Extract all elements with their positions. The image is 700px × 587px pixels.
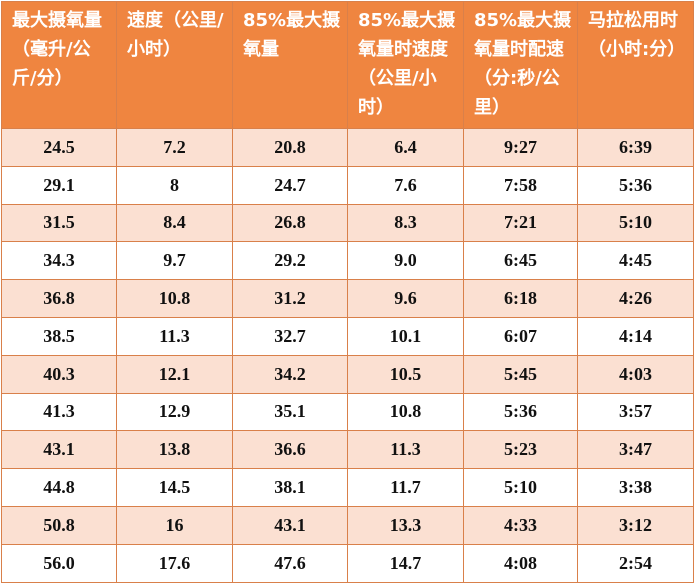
header-speed: 速度（公里/小时） xyxy=(116,1,233,129)
cell-speed: 8 xyxy=(116,165,233,205)
cell-vo2max: 29.1 xyxy=(1,165,117,205)
cell-85-pace: 6:18 xyxy=(463,279,578,318)
cell-85-vo2max: 32.7 xyxy=(232,316,348,356)
cell-85-vo2max: 20.8 xyxy=(232,128,348,167)
cell-marathon-time: 5:36 xyxy=(577,165,694,205)
cell-speed: 13.8 xyxy=(116,430,233,470)
cell-85-speed: 11.3 xyxy=(347,430,464,470)
cell-vo2max: 56.0 xyxy=(1,543,117,583)
cell-85-speed: 10.5 xyxy=(347,354,464,394)
header-vo2max: 最大摄氧量（毫升/公斤/分） xyxy=(1,1,117,129)
cell-marathon-time: 4:26 xyxy=(577,279,694,318)
cell-85-speed: 11.7 xyxy=(347,468,464,507)
cell-vo2max: 41.3 xyxy=(1,392,117,432)
cell-85-speed: 8.3 xyxy=(347,203,464,243)
table-row: 34.3 9.7 29.2 9.0 6:45 4:45 xyxy=(1,241,694,281)
cell-85-pace: 5:23 xyxy=(463,430,578,470)
cell-marathon-time: 6:39 xyxy=(577,128,694,167)
cell-marathon-time: 5:10 xyxy=(577,203,694,243)
cell-85-vo2max: 43.1 xyxy=(232,505,348,545)
cell-marathon-time: 4:03 xyxy=(577,354,694,394)
cell-85-vo2max: 36.6 xyxy=(232,430,348,470)
cell-speed: 9.7 xyxy=(116,241,233,281)
cell-vo2max: 44.8 xyxy=(1,468,117,507)
table-row: 29.1 8 24.7 7.6 7:58 5:36 xyxy=(1,165,694,205)
table-row: 31.5 8.4 26.8 8.3 7:21 5:10 xyxy=(1,203,694,243)
cell-85-pace: 7:58 xyxy=(463,165,578,205)
cell-vo2max: 43.1 xyxy=(1,430,117,470)
cell-speed: 8.4 xyxy=(116,203,233,243)
cell-85-vo2max: 35.1 xyxy=(232,392,348,432)
cell-85-speed: 10.8 xyxy=(347,392,464,432)
cell-marathon-time: 3:57 xyxy=(577,392,694,432)
cell-speed: 10.8 xyxy=(116,279,233,318)
cell-85-pace: 6:07 xyxy=(463,316,578,356)
cell-85-vo2max: 34.2 xyxy=(232,354,348,394)
cell-85-pace: 9:27 xyxy=(463,128,578,167)
cell-85-pace: 7:21 xyxy=(463,203,578,243)
table-row: 43.1 13.8 36.6 11.3 5:23 3:47 xyxy=(1,430,694,470)
cell-vo2max: 31.5 xyxy=(1,203,117,243)
cell-marathon-time: 4:45 xyxy=(577,241,694,281)
cell-85-pace: 5:10 xyxy=(463,468,578,507)
cell-vo2max: 38.5 xyxy=(1,316,117,356)
cell-vo2max: 50.8 xyxy=(1,505,117,545)
cell-85-speed: 9.6 xyxy=(347,279,464,318)
cell-85-speed: 6.4 xyxy=(347,128,464,167)
cell-vo2max: 34.3 xyxy=(1,241,117,281)
cell-85-pace: 5:45 xyxy=(463,354,578,394)
header-row: 最大摄氧量（毫升/公斤/分） 速度（公里/小时） 85%最大摄氧量 85%最大摄… xyxy=(1,1,694,129)
table-header: 最大摄氧量（毫升/公斤/分） 速度（公里/小时） 85%最大摄氧量 85%最大摄… xyxy=(1,1,694,129)
cell-85-speed: 14.7 xyxy=(347,543,464,583)
cell-vo2max: 24.5 xyxy=(1,128,117,167)
cell-speed: 7.2 xyxy=(116,128,233,167)
cell-speed: 11.3 xyxy=(116,316,233,356)
cell-85-vo2max: 47.6 xyxy=(232,543,348,583)
cell-speed: 12.9 xyxy=(116,392,233,432)
table-body: 24.5 7.2 20.8 6.4 9:27 6:39 29.1 8 24.7 … xyxy=(1,128,694,583)
cell-speed: 17.6 xyxy=(116,543,233,583)
table-row: 36.8 10.8 31.2 9.6 6:18 4:26 xyxy=(1,279,694,318)
cell-marathon-time: 3:12 xyxy=(577,505,694,545)
table-row: 40.3 12.1 34.2 10.5 5:45 4:03 xyxy=(1,354,694,394)
cell-85-vo2max: 24.7 xyxy=(232,165,348,205)
cell-85-vo2max: 29.2 xyxy=(232,241,348,281)
table-row: 56.0 17.6 47.6 14.7 4:08 2:54 xyxy=(1,543,694,583)
cell-85-pace: 5:36 xyxy=(463,392,578,432)
cell-vo2max: 36.8 xyxy=(1,279,117,318)
table-row: 41.3 12.9 35.1 10.8 5:36 3:57 xyxy=(1,392,694,432)
header-85-vo2max: 85%最大摄氧量 xyxy=(232,1,348,129)
cell-85-vo2max: 38.1 xyxy=(232,468,348,507)
table-row: 44.8 14.5 38.1 11.7 5:10 3:38 xyxy=(1,468,694,507)
cell-vo2max: 40.3 xyxy=(1,354,117,394)
cell-marathon-time: 4:14 xyxy=(577,316,694,356)
header-85-pace: 85%最大摄氧量时配速（分:秒/公里） xyxy=(463,1,578,129)
cell-85-speed: 9.0 xyxy=(347,241,464,281)
table-row: 38.5 11.3 32.7 10.1 6:07 4:14 xyxy=(1,316,694,356)
cell-85-speed: 13.3 xyxy=(347,505,464,545)
header-marathon-time: 马拉松用时（小时:分） xyxy=(577,1,694,129)
cell-speed: 16 xyxy=(116,505,233,545)
cell-85-pace: 6:45 xyxy=(463,241,578,281)
table-row: 24.5 7.2 20.8 6.4 9:27 6:39 xyxy=(1,128,694,167)
cell-85-pace: 4:08 xyxy=(463,543,578,583)
cell-85-speed: 7.6 xyxy=(347,165,464,205)
cell-speed: 12.1 xyxy=(116,354,233,394)
cell-marathon-time: 3:47 xyxy=(577,430,694,470)
cell-marathon-time: 3:38 xyxy=(577,468,694,507)
header-85-speed: 85%最大摄氧量时速度（公里/小时） xyxy=(347,1,464,129)
cell-speed: 14.5 xyxy=(116,468,233,507)
cell-85-speed: 10.1 xyxy=(347,316,464,356)
cell-85-vo2max: 31.2 xyxy=(232,279,348,318)
cell-85-vo2max: 26.8 xyxy=(232,203,348,243)
table-row: 50.8 16 43.1 13.3 4:33 3:12 xyxy=(1,505,694,545)
cell-marathon-time: 2:54 xyxy=(577,543,694,583)
cell-85-pace: 4:33 xyxy=(463,505,578,545)
